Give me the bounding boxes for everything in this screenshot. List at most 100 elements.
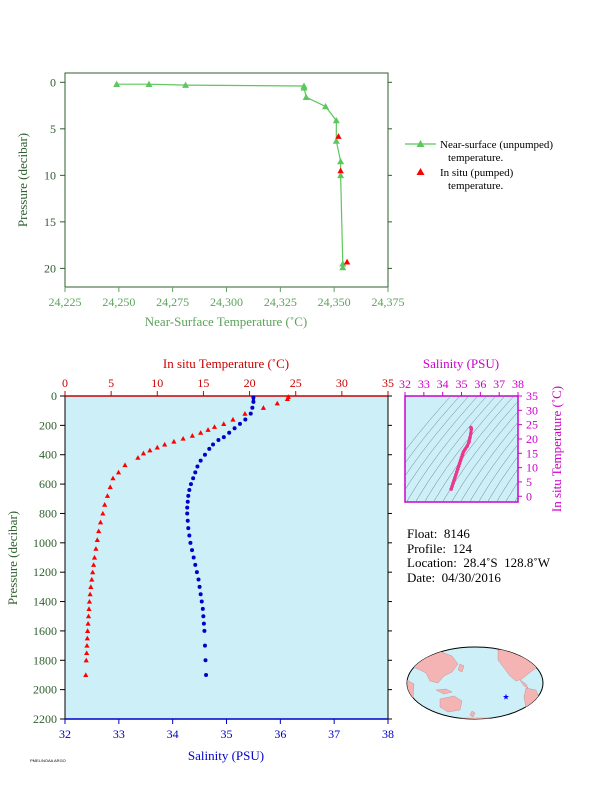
ts-point [459, 455, 464, 460]
chart1-plot-area [64, 72, 389, 288]
float-location: Location: 28.4˚S 128.8˚W [407, 555, 550, 570]
temperature-point [97, 519, 104, 525]
salinity-point [202, 643, 207, 648]
temperature-point [91, 562, 97, 567]
near-surface-point [182, 81, 190, 88]
salinity-point [195, 464, 200, 469]
salinity-point [216, 438, 221, 443]
ts-x-tick-label: 34 [437, 377, 449, 391]
near-surface-point [332, 116, 340, 124]
legend-in-situ-marker [416, 168, 425, 175]
salinity-point [202, 452, 207, 457]
temperature-point [162, 441, 168, 447]
chart2-pressure-axis-label: Pressure (decibar) [5, 511, 20, 605]
ts-x-tick-label: 32 [399, 377, 411, 391]
ts-x-tick-label: 33 [418, 377, 430, 391]
temperature-point [180, 435, 186, 441]
profile-number: Profile: 124 [407, 540, 472, 556]
ts-point [460, 452, 465, 457]
salinity-point [197, 584, 202, 589]
salinity-point [243, 417, 248, 422]
ts-point [469, 431, 473, 436]
salinity-point [199, 599, 204, 604]
temperature-point [85, 613, 92, 619]
salinity-point [251, 395, 256, 400]
chart2-pressure-tick-label: 0 [51, 389, 57, 403]
in-situ-point [335, 133, 342, 139]
temperature-point [84, 635, 90, 641]
salinity-point [221, 435, 226, 440]
salinity-point [232, 426, 237, 431]
ts-y-tick-label: 15 [526, 446, 538, 460]
ts-point [455, 467, 460, 471]
chart1-x-tick-label: 24,250 [102, 295, 135, 309]
temperature-point [84, 642, 90, 648]
salinity-point [187, 487, 192, 492]
near-surface-point [339, 260, 347, 267]
ts-point [468, 435, 472, 440]
ts-y-tick-label: 5 [526, 475, 532, 489]
salinity-point [186, 493, 191, 498]
ts-plot-area [404, 395, 519, 503]
chart2-pressure-tick-label: 1200 [33, 565, 57, 579]
chart1-y-tick-label: 10 [44, 168, 56, 182]
temperature-point [115, 469, 122, 475]
near-surface-point [145, 80, 153, 87]
temperature-point [96, 528, 102, 534]
temperature-point [84, 650, 90, 656]
chart1-y-tick-label: 20 [44, 261, 56, 275]
near-surface-point [113, 80, 121, 87]
world-map [406, 646, 544, 720]
salinity-point [196, 577, 201, 582]
temperature-point [171, 438, 177, 444]
temperature-point [94, 537, 100, 542]
ts-point [450, 484, 454, 489]
chart2-salinity-tick-label: 38 [382, 727, 394, 741]
temperature-point [147, 447, 153, 453]
temperature-point [189, 433, 195, 438]
chart2-temperature-tick-label: 25 [290, 376, 302, 390]
profile-date: Date: 04/30/2016 [407, 569, 501, 585]
ts-y-tick-label: 10 [526, 461, 538, 475]
chart1-y-tick-label: 15 [44, 215, 56, 229]
temperature-point [211, 424, 218, 429]
density-contour [433, 396, 515, 502]
salinity-point [194, 570, 199, 575]
temperature-point [284, 396, 291, 402]
temperature-point [205, 427, 211, 432]
near-surface-point [332, 137, 340, 144]
salinity-point [207, 446, 212, 451]
ts-point [469, 425, 473, 430]
density-contour [505, 481, 518, 502]
temperature-point [83, 657, 89, 663]
density-contour [514, 495, 518, 502]
chart2-pressure-tick-label: 800 [39, 506, 57, 520]
chart2-pressure-tick-label: 1000 [33, 536, 57, 550]
in-situ-point [337, 167, 344, 174]
chart2-temperature-tick-label: 5 [108, 376, 114, 390]
chart2-pressure-tick-label: 400 [39, 448, 57, 462]
temperature-point [93, 546, 99, 551]
ts-point [457, 461, 462, 466]
ts-x-tick-label: 38 [512, 377, 524, 391]
temperature-point [122, 462, 128, 468]
temperature-point [242, 411, 248, 416]
profile-chart: 0 5 10 15 20 25 30 35 32 33 34 35 36 37 38 0 200 400 600… [5, 356, 394, 763]
ts-point [461, 450, 466, 454]
chart1-y-axis-label: Pressure (decibar) [15, 133, 30, 227]
chart2-salinity-tick-label: 34 [167, 727, 179, 741]
ts-x-tick-label: 36 [474, 377, 486, 391]
density-contour [478, 443, 518, 502]
salinity-point [201, 614, 206, 619]
salinity-point [190, 548, 195, 553]
salinity-point [198, 458, 203, 463]
salinity-point [191, 476, 196, 481]
temperature-point [100, 510, 106, 516]
salinity-point [200, 606, 205, 611]
density-contour [451, 411, 518, 502]
temperature-point [85, 620, 91, 626]
chart1-x-tick-label: 24,225 [49, 295, 82, 309]
salinity-point [188, 540, 193, 545]
salinity-point [188, 482, 193, 487]
chart2-temperature-tick-label: 20 [244, 376, 256, 390]
